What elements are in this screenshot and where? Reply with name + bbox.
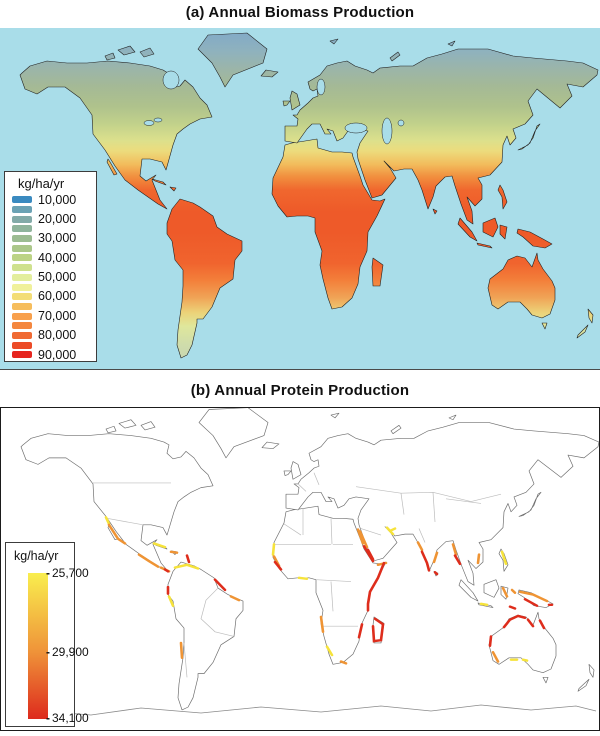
protein-gradient-bar <box>28 573 48 719</box>
legend-color-swatch <box>12 273 32 281</box>
tick-mark: - <box>46 645 50 659</box>
legend-color-swatch <box>12 235 32 243</box>
legend-color-swatch <box>12 215 32 223</box>
protein-low-band <box>104 516 529 662</box>
legend-color-swatch <box>12 196 32 204</box>
tick-mark: - <box>46 711 50 725</box>
legend-swatch-row: 30,000 <box>12 231 96 246</box>
protein-legend: kg/ha/yr -25,700-29,900-34,100 <box>5 542 89 727</box>
protein-map-panel: kg/ha/yr -25,700-29,900-34,100 <box>0 407 600 731</box>
legend-color-swatch <box>12 331 32 339</box>
legend-swatch-row <box>12 340 96 350</box>
legend-color-swatch <box>12 254 32 262</box>
legend-swatch-row <box>12 205 96 215</box>
legend-color-swatch <box>12 244 32 252</box>
legend-swatch-row <box>12 224 96 234</box>
antarctica-outline <box>5 704 597 719</box>
legend-color-swatch <box>12 293 32 301</box>
legend-color-swatch <box>12 312 32 320</box>
tick-value-label: 34,100 <box>52 711 89 725</box>
tick-mark: - <box>46 566 50 580</box>
legend-tick: -29,900 <box>46 646 89 658</box>
biomass-map-panel: kg/ha/yr 10,000 20,000 30,000 40,000 50,000 6… <box>0 28 600 370</box>
legend-swatch-row <box>12 321 96 331</box>
legend-value-label: 90,000 <box>38 347 77 362</box>
legend-swatch-row: 10,000 <box>12 192 96 207</box>
world-map-a <box>0 28 600 369</box>
legend-color-swatch <box>12 302 32 310</box>
biomass-legend-rows: 10,000 20,000 30,000 40,000 50,000 60,000 70,0… <box>12 192 96 362</box>
legend-swatch-row <box>12 243 96 253</box>
protein-high-band <box>163 545 554 647</box>
legend-color-swatch <box>12 322 32 330</box>
lakes <box>143 70 405 145</box>
legend-swatch-row: 60,000 <box>12 289 96 304</box>
legend-color-swatch <box>12 206 32 214</box>
legend-value-label: 40,000 <box>38 250 77 265</box>
legend-color-swatch <box>12 264 32 272</box>
legend-tick: -25,700 <box>46 567 89 579</box>
legend-value-label: 30,000 <box>38 231 77 246</box>
legend-swatch-row: 40,000 <box>12 250 96 265</box>
panel-b-title: (b) Annual Protein Production <box>190 382 410 399</box>
legend-color-swatch <box>12 341 32 349</box>
tick-value-label: 25,700 <box>52 566 89 580</box>
legend-swatch-row: 70,000 <box>12 308 96 323</box>
biomass-legend: kg/ha/yr 10,000 20,000 30,000 40,000 50,000 6… <box>4 171 97 362</box>
legend-value-label: 10,000 <box>38 192 77 207</box>
legend-unit-label: kg/ha/yr <box>18 176 65 191</box>
legend-swatch-row <box>12 282 96 292</box>
legend-value-label: 70,000 <box>38 308 77 323</box>
legend-swatch-row: 20,000 <box>12 211 96 226</box>
legend-swatch-row: 90,000 <box>12 347 96 362</box>
legend-tick: -34,100 <box>46 712 89 724</box>
legend-value-label: 20,000 <box>38 211 77 226</box>
legend-value-label: 80,000 <box>38 328 77 343</box>
legend-value-label: 50,000 <box>38 270 77 285</box>
legend-color-swatch <box>12 225 32 233</box>
legend-swatch-row: 50,000 <box>12 270 96 285</box>
legend-swatch-row <box>12 263 96 273</box>
legend-swatch-row: 80,000 <box>12 328 96 343</box>
legend-value-label: 60,000 <box>38 289 77 304</box>
world-map-b <box>1 408 599 730</box>
legend-color-swatch <box>12 351 32 359</box>
legend-swatch-row <box>12 302 96 312</box>
tick-value-label: 29,900 <box>52 645 89 659</box>
legend-unit-label: kg/ha/yr <box>14 549 59 563</box>
panel-a-title: (a) Annual Biomass Production <box>185 4 415 21</box>
legend-color-swatch <box>12 283 32 291</box>
country-borders <box>93 472 502 678</box>
